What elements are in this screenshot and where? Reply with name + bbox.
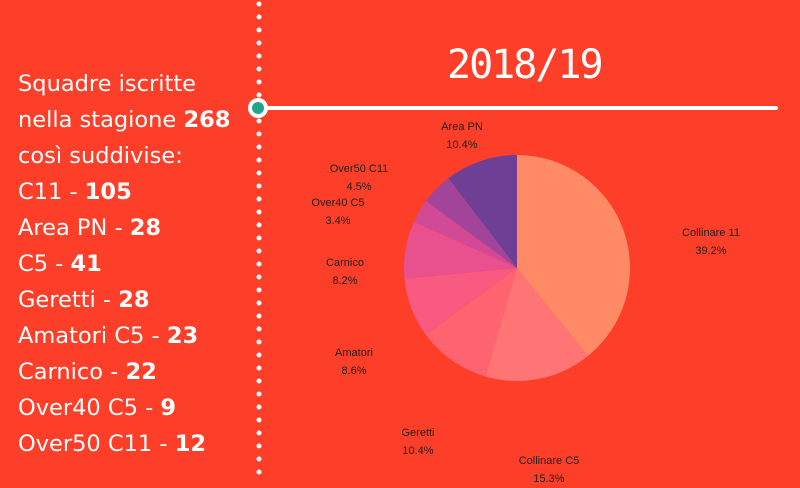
slice-label: Area PN [441,121,483,133]
stat-label: C11 [18,179,63,205]
intro-line-2: nella stagione 268 [18,102,248,138]
slice-label: Over40 C5 [311,197,364,209]
stat-list: C11 - 105 Area PN - 28 C5 - 41 Geretti - 28… [18,174,248,462]
stat-row: Area PN - 28 [18,210,248,246]
stat-value: 28 [118,287,150,313]
stat-value: 23 [166,323,199,349]
stat-label: Amatori C5 [18,323,145,349]
stat-label: Over40 C5 [18,395,138,421]
stat-value: 28 [129,215,162,241]
stat-label: Carnico [18,359,104,385]
slice-percent: 8.2% [332,275,357,287]
pie-slice [404,268,517,335]
intro-line-3: così suddivise: [18,143,183,169]
slice-label: Carnico [326,257,364,269]
stat-separator: - [48,251,71,277]
pie-slice [448,155,517,268]
slice-label: Collinare 11 [682,227,740,239]
slice-percent: 15.3% [533,473,564,485]
summary-panel: Squadre iscritte nella stagione 268 così… [18,66,248,462]
stat-value: 22 [125,359,157,385]
stat-separator: - [95,287,119,313]
stat-row: C11 - 105 [18,174,248,210]
stat-row: Over40 C5 - 9 [18,390,248,426]
stat-row: Amatori C5 - 23 [18,318,248,354]
stat-value: 41 [70,251,102,277]
stat-value: 12 [174,431,206,457]
stat-value: 9 [160,395,177,421]
stat-row: Carnico - 22 [18,354,248,390]
stat-label: Geretti [18,287,96,313]
stat-row: Geretti - 28 [18,282,248,318]
slice-label: Geretti [401,427,434,439]
intro-line-1: Squadre iscritte [18,71,196,97]
pie-slice [426,178,517,268]
slice-percent: 8.6% [341,365,366,377]
stat-value: 105 [84,179,132,205]
intro-line-2-text: nella stagione [18,107,184,133]
stat-separator: - [62,179,85,205]
slice-percent: 10.4% [402,445,433,457]
pie-slice [403,221,517,279]
stat-separator: - [137,395,161,421]
slice-percent: 39.2% [695,245,726,257]
slice-percent: 3.4% [325,215,350,227]
stat-label: C5 [18,251,49,277]
slice-percent: 4.5% [346,181,371,193]
timeline-horizontal-line [260,106,778,110]
slice-label: Amatori [335,347,373,359]
stat-label: Area PN [18,215,108,241]
stat-row: Over50 C11 - 12 [18,426,248,462]
slice-label: Over50 C11 [330,163,389,175]
stat-row: C5 - 41 [18,246,248,282]
pie-slice [413,201,517,268]
total-teams: 268 [183,107,231,133]
pie-slice [426,268,517,377]
pie-slice [517,155,631,356]
timeline-node [248,98,268,118]
stat-separator: - [103,359,126,385]
stat-separator: - [152,431,175,457]
slice-percent: 10.4% [446,139,477,151]
stat-separator: - [144,323,167,349]
slice-label: Collinare C5 [519,455,580,467]
stat-separator: - [107,215,130,241]
pie-slice [485,268,588,381]
stat-label: Over50 C11 [18,431,153,457]
timeline-vertical-dots [256,1,262,487]
season-title: 2018/19 [447,42,604,88]
